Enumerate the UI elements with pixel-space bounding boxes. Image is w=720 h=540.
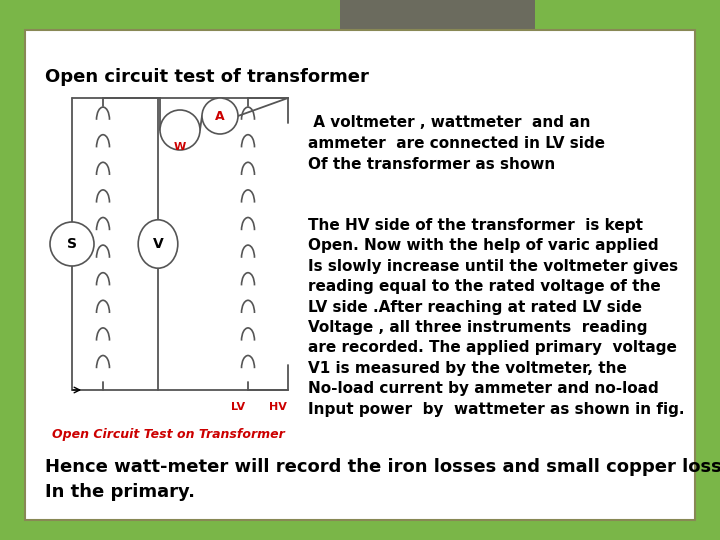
Text: S: S <box>67 237 77 251</box>
Ellipse shape <box>138 220 178 268</box>
Text: Open Circuit Test on Transformer: Open Circuit Test on Transformer <box>52 428 284 441</box>
Text: The HV side of the transformer  is kept
Open. Now with the help of varic applied: The HV side of the transformer is kept O… <box>308 218 685 416</box>
Text: A: A <box>215 110 225 123</box>
Text: W: W <box>174 142 186 152</box>
Circle shape <box>50 222 94 266</box>
Circle shape <box>202 98 238 134</box>
Text: A voltmeter , wattmeter  and an
ammeter  are connected in LV side
Of the transfo: A voltmeter , wattmeter and an ammeter a… <box>308 115 605 172</box>
Text: HV: HV <box>269 402 287 412</box>
Circle shape <box>160 110 200 150</box>
Text: V: V <box>153 237 163 251</box>
Text: Hence watt-meter will record the iron losses and small copper losses
In the prim: Hence watt-meter will record the iron lo… <box>45 458 720 501</box>
Text: LV: LV <box>231 402 245 412</box>
Bar <box>340 0 535 35</box>
Text: Open circuit test of transformer: Open circuit test of transformer <box>45 68 369 86</box>
